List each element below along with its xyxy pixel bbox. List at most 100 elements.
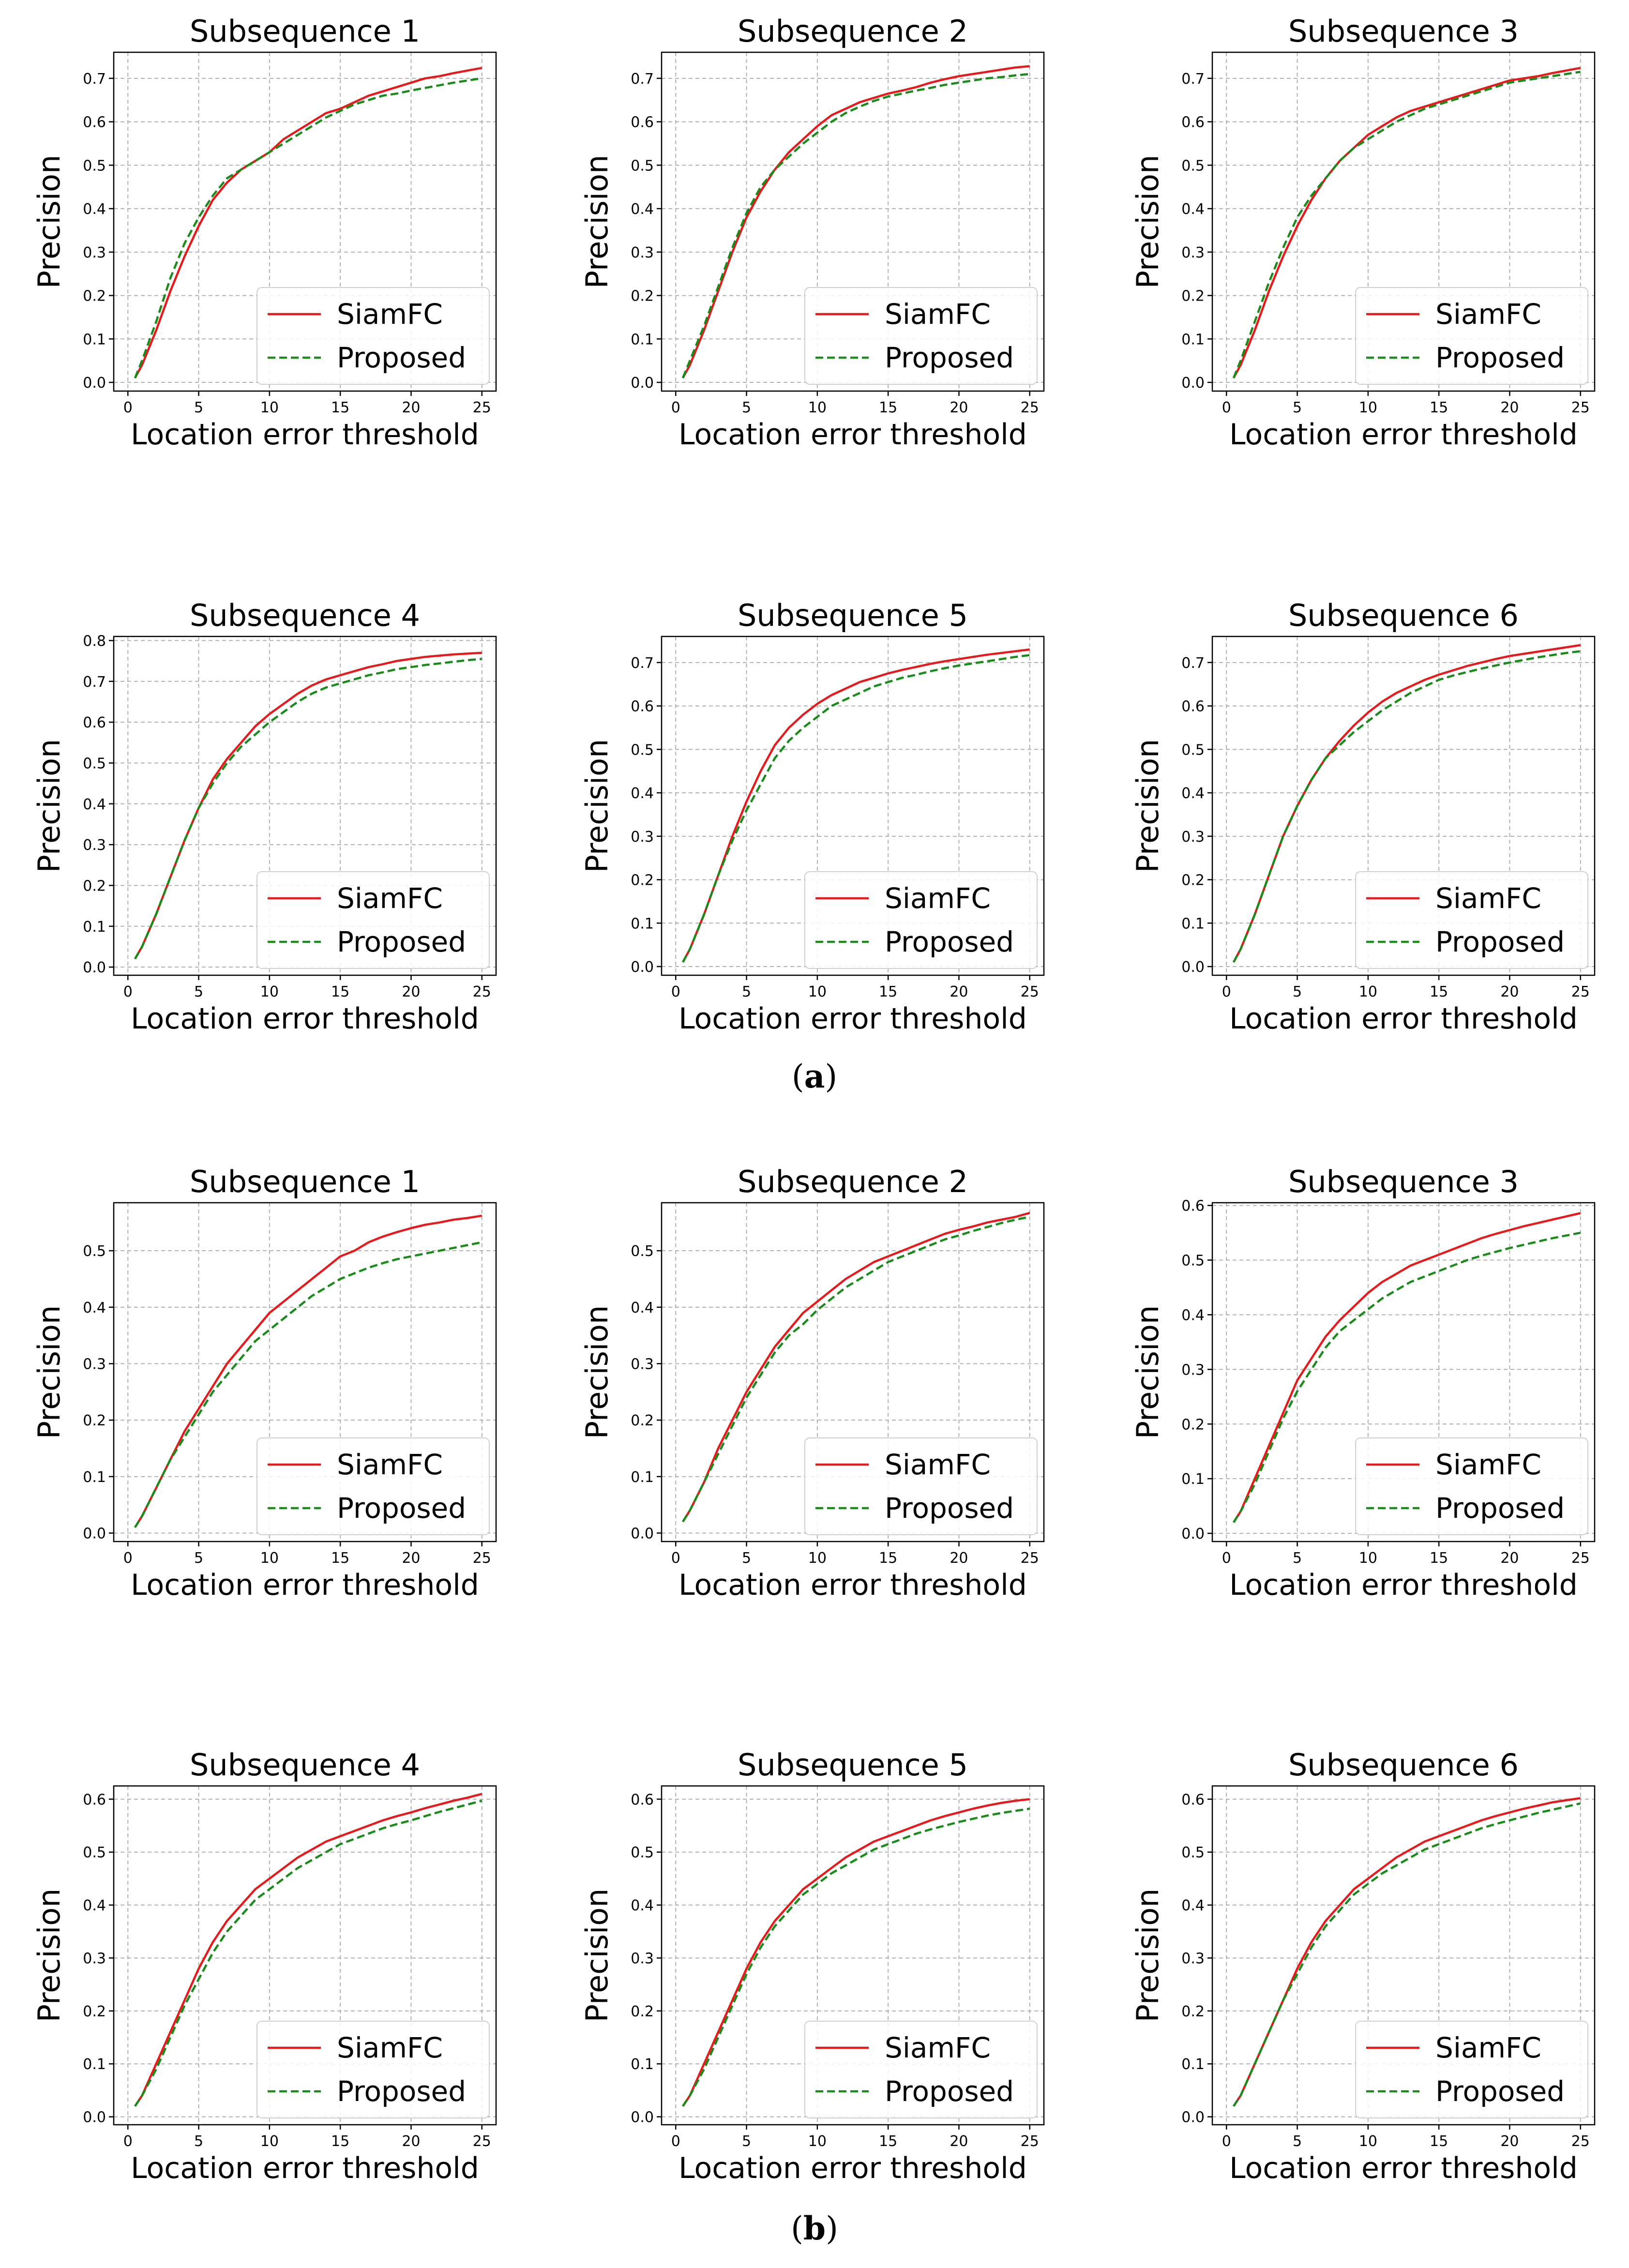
legend-label-proposed: Proposed — [337, 341, 466, 374]
x-tick-label: 10 — [1359, 1550, 1377, 1567]
y-tick-label: 0.1 — [83, 1469, 106, 1486]
x-tick-label: 20 — [1500, 1550, 1519, 1567]
x-tick-label: 25 — [1571, 983, 1590, 1000]
series-line-siamfc — [1233, 1212, 1581, 1523]
chart-a-5: 0 5 10 15 20 25 0.0 0.1 0.2 0.3 0.4 0.5 0.6 0.7 Subseq… — [579, 598, 1045, 1036]
x-tick-label: 10 — [1359, 2133, 1377, 2150]
series-line-siamfc — [1232, 67, 1581, 379]
y-tick-label: 0.4 — [631, 201, 654, 218]
caption-b: (b) — [791, 2209, 838, 2247]
legend-box — [1355, 2021, 1588, 2118]
y-tick-label: 0.3 — [83, 244, 106, 261]
x-tick-label: 15 — [331, 2133, 349, 2150]
y-tick-label: 0.0 — [83, 959, 106, 976]
x-tick-label: 15 — [331, 983, 349, 1000]
x-tick-label: 5 — [1293, 399, 1302, 416]
axes-frame — [661, 635, 1045, 976]
x-tick-label: 15 — [1430, 2133, 1448, 2150]
legend-label-proposed: Proposed — [885, 341, 1014, 374]
x-tick-label: 10 — [260, 1550, 279, 1567]
legend: SiamFC Proposed — [256, 2021, 490, 2118]
x-tick-label: 0 — [1222, 2133, 1231, 2150]
y-tick-label: 0.2 — [1181, 288, 1205, 305]
legend-label-siamfc: SiamFC — [1435, 1448, 1541, 1481]
x-tick-label: 0 — [671, 983, 680, 1000]
y-tick-label: 0.6 — [1181, 114, 1205, 131]
x-tick-label: 5 — [194, 983, 203, 1000]
y-tick-label: 0.2 — [1181, 872, 1205, 889]
x-axis-label: Location error threshold — [131, 2151, 479, 2185]
y-tick-label: 0.1 — [83, 331, 106, 348]
y-axis-label: Precision — [31, 739, 67, 873]
y-tick-label: 0.5 — [1181, 741, 1205, 758]
x-tick-label: 15 — [1430, 983, 1448, 1000]
y-tick-label: 0.5 — [631, 157, 654, 174]
x-tick-label: 10 — [260, 399, 279, 416]
x-tick-label: 0 — [123, 1550, 133, 1567]
series-line-siamfc — [134, 1793, 483, 2107]
x-tick-label: 20 — [1500, 983, 1519, 1000]
legend-label-proposed: Proposed — [885, 925, 1014, 958]
y-axis-label: Precision — [31, 155, 67, 289]
chart-title: Subsequence 1 — [190, 1164, 420, 1199]
legend: SiamFC Proposed — [1355, 1437, 1588, 1535]
legend-label-proposed: Proposed — [337, 925, 466, 958]
series-line-proposed — [682, 1807, 1030, 2107]
x-tick-label: 0 — [671, 1550, 680, 1567]
caption-b-letter: b — [803, 2209, 826, 2247]
y-tick-label: 0.5 — [631, 741, 654, 758]
y-tick-label: 0.5 — [83, 755, 106, 772]
y-tick-label: 0.4 — [83, 796, 106, 813]
x-tick-label: 20 — [950, 1550, 968, 1567]
legend-label-siamfc: SiamFC — [1435, 882, 1541, 915]
x-tick-label: 0 — [671, 2133, 680, 2150]
y-tick-label: 0.6 — [83, 714, 106, 731]
y-tick-label: 0.5 — [83, 157, 106, 174]
x-tick-label: 15 — [879, 1550, 897, 1567]
y-tick-label: 0.0 — [1181, 375, 1205, 392]
chart-title: Subsequence 2 — [738, 14, 968, 49]
chart-title: Subsequence 6 — [1288, 1747, 1519, 1783]
x-tick-label: 5 — [194, 2133, 203, 2150]
y-tick-label: 0.4 — [83, 1897, 106, 1914]
y-tick-label: 0.5 — [1181, 1845, 1205, 1861]
x-tick-label: 20 — [1500, 399, 1519, 416]
y-tick-label: 0.1 — [1181, 1471, 1205, 1488]
axes-frame — [661, 51, 1045, 392]
x-axis-label: Location error threshold — [131, 1568, 479, 1602]
y-tick-label: 0.1 — [83, 2056, 106, 2073]
legend: SiamFC Proposed — [804, 871, 1038, 969]
y-tick-label: 0.0 — [1181, 1526, 1205, 1542]
legend-label-siamfc: SiamFC — [885, 298, 991, 331]
axes-frame — [661, 1785, 1045, 2126]
x-tick-label: 15 — [879, 2133, 897, 2150]
y-tick-label: 0.2 — [83, 288, 106, 305]
y-tick-label: 0.0 — [631, 959, 654, 976]
y-tick-label: 0.7 — [631, 655, 654, 672]
chart-title: Subsequence 3 — [1288, 1164, 1519, 1199]
legend-label-proposed: Proposed — [1435, 341, 1565, 374]
axes-frame — [113, 1785, 497, 2126]
x-tick-label: 25 — [1571, 399, 1590, 416]
series-line-proposed — [134, 658, 482, 960]
legend: SiamFC Proposed — [256, 287, 490, 385]
legend-label-siamfc: SiamFC — [337, 2031, 443, 2064]
x-tick-label: 20 — [950, 983, 968, 1000]
x-tick-label: 25 — [1021, 399, 1039, 416]
y-tick-label: 0.4 — [631, 1300, 654, 1316]
chart-a-3: 0 5 10 15 20 25 0.0 0.1 0.2 0.3 0.4 0.5 0.6 0.7 Subseq… — [1130, 14, 1596, 452]
caption-a-letter: a — [804, 1058, 825, 1095]
x-tick-label: 5 — [194, 1550, 203, 1567]
y-tick-label: 0.2 — [1181, 2003, 1205, 2020]
y-tick-label: 0.6 — [1181, 1791, 1205, 1808]
legend-label-proposed: Proposed — [885, 1492, 1014, 1525]
x-tick-label: 5 — [742, 983, 751, 1000]
y-axis-label: Precision — [579, 739, 615, 873]
y-tick-label: 0.3 — [1181, 1361, 1205, 1378]
y-tick-label: 0.4 — [1181, 1307, 1205, 1324]
legend-label-siamfc: SiamFC — [337, 298, 443, 331]
x-tick-label: 5 — [1293, 2133, 1302, 2150]
x-tick-label: 5 — [742, 2133, 751, 2150]
x-axis-label: Location error threshold — [1229, 1002, 1578, 1036]
y-tick-label: 0.6 — [631, 114, 654, 131]
